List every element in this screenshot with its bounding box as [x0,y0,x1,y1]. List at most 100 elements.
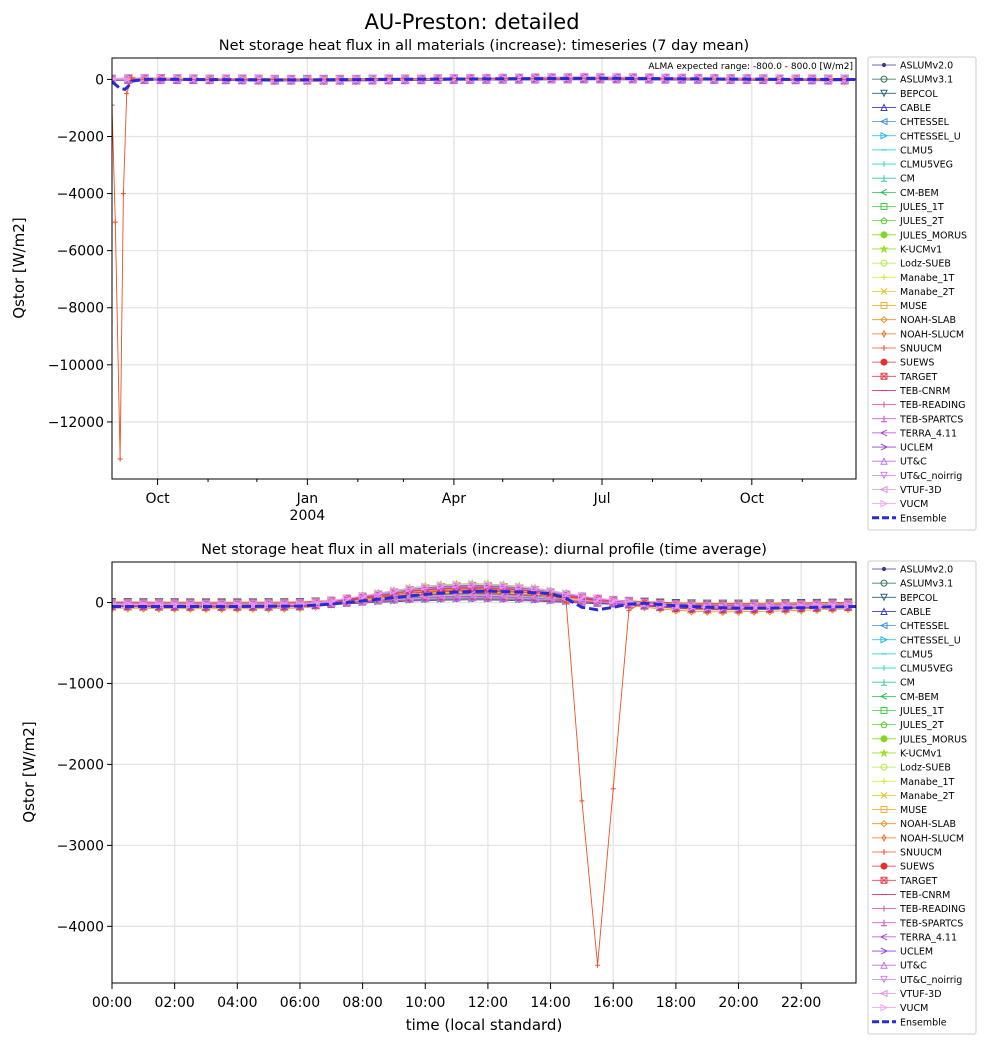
legend-label: UCLEM [900,947,933,958]
legend-marker [880,89,888,98]
legend-marker [880,635,889,644]
legend-label: VUCM [900,1003,928,1014]
outlier-point [112,102,115,108]
y-tick-label: −2000 [57,757,104,773]
legend-marker [880,961,888,969]
legend-entry: CLMU5 [872,649,933,660]
y-tick-label: −1000 [57,676,104,692]
legend-entry: VTUF-3D [872,485,942,496]
legend-label: JULES_MORUS [899,230,967,241]
legend-marker [879,485,888,494]
legend-entry: Lodz-SUEB [872,259,951,270]
legend-marker [880,862,888,870]
timeseries-grid [112,58,856,479]
legend-entry: MUSE [872,301,927,312]
legend-entry: BEPCOL [872,89,938,100]
data-point [327,596,336,606]
y-tick-label: −10000 [48,358,104,374]
legend-marker [881,274,887,281]
legend-marker [880,75,888,83]
legend-label: K-UCMv1 [900,244,942,255]
timeseries-title: Net storage heat flux in all materials (… [219,38,749,54]
legend-entry: UT&C [872,457,927,468]
data-point [468,579,477,589]
legend-marker [880,763,888,771]
legend-marker [881,849,887,855]
legend-label: TEB-SPARTCS [899,414,963,425]
legend-entry: UT&C_noirrig [872,471,962,482]
timeseries-panel: Net storage heat flux in all materials (… [10,38,857,524]
legend-marker [880,806,888,814]
data-point [374,589,383,598]
legend-marker [880,217,888,225]
legend-entry: NOAH-SLUCM [872,833,964,844]
y-tick-label: −2000 [57,129,104,145]
legend-marker [880,876,888,884]
legend-entry: TARGET [872,876,938,887]
legend-entry: JULES_2T [872,720,944,731]
data-point [608,598,618,607]
legend-entry: VUCM [872,1003,928,1014]
figure-title: AU-Preston: detailed [364,10,579,34]
legend-marker [880,579,888,587]
timeseries-annotation: ALMA expected range: -800.0 - 800.0 [W/m… [648,62,853,72]
data-point [358,591,368,601]
legend-label: ASLUMv3.1 [900,75,953,86]
legend-marker [880,975,888,984]
data-point [514,591,524,601]
x-tick-label: Oct [740,491,765,507]
y-tick-label: −8000 [57,301,104,317]
legend-entry: CHTESSEL_U [872,635,961,646]
legend-entry: UT&C_noirrig [872,975,962,986]
legend-label: CLMU5VEG [900,664,953,675]
legend-label: SUEWS [900,862,934,873]
legend-entry: JULES_MORUS [872,734,967,745]
legend-label: UT&C_noirrig [900,975,962,986]
legend-entry: NOAH-SLAB [872,819,956,830]
legend-entry: BEPCOL [872,593,938,604]
data-point [593,594,603,603]
legend-entry: MUSE [872,805,927,816]
legend-label: NOAH-SLUCM [900,833,964,844]
x-tick-label: 16:00 [593,995,633,1011]
legend-entry: K-UCMv1 [872,748,942,759]
timeseries-series [112,72,856,462]
legend-entry: Manabe_1T [872,777,955,788]
legend-marker [880,302,888,310]
legend-entry: TEB-READING [872,400,965,411]
x-tick-label: 14:00 [530,995,570,1011]
y-tick-label: 0 [95,595,104,611]
legend-marker [880,607,888,615]
legend-entry: NOAH-SLAB [872,315,956,326]
legend-marker [881,778,887,785]
legend-label: VTUF-3D [900,485,942,496]
legend-marker [881,175,887,182]
x-tick-label: 10:00 [405,995,445,1011]
data-point [498,591,508,600]
legend-entry: SUEWS [872,358,934,369]
legend-marker [881,62,887,68]
legend-marker [880,819,888,828]
legend-label: Manabe_2T [900,791,955,802]
legend-label: CM-BEM [900,188,939,199]
legend-marker [879,117,888,126]
legend-label: ASLUMv3.1 [900,579,953,590]
legend-entry: TEB-READING [872,904,965,915]
outlier-point [626,608,632,614]
legend-label: CLMU5 [900,145,933,156]
outlier-point [124,91,130,97]
y-tick-label: −3000 [57,838,104,854]
diurnal-xlabel: time (local standard) [406,1016,563,1034]
legend-marker [879,188,888,196]
legend-label: TEB-READING [899,400,965,411]
timeseries-axes: 0 −2000 −4000 −6000 −8000 −10000 −12000 Oct Jan2… [48,72,803,524]
legend-frame [867,56,977,531]
legend-entry: Ensemble [872,1017,947,1028]
legend-marker [880,358,888,366]
legend-marker [880,593,888,602]
legend-label: JULES_MORUS [899,734,967,745]
legend-label: MUSE [900,805,927,816]
legend-label: K-UCMv1 [900,748,942,759]
data-point [452,580,462,589]
